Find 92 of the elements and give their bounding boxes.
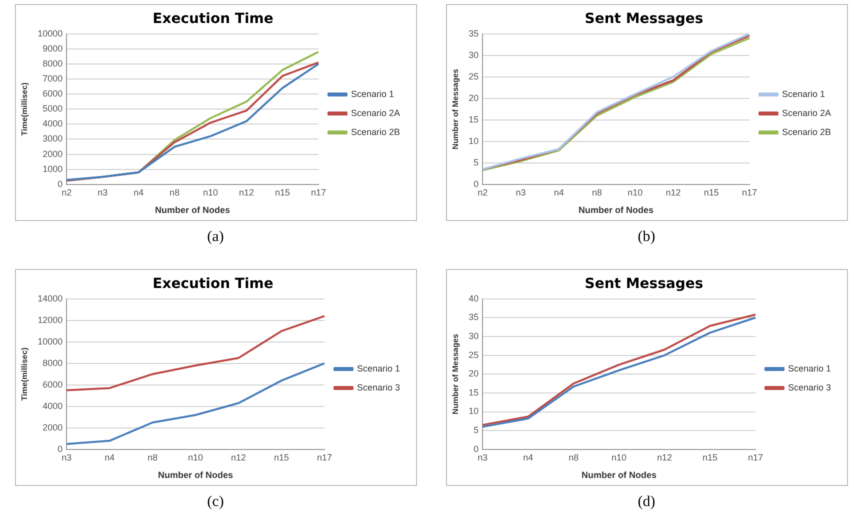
- x-tick-label: n12: [656, 452, 672, 462]
- y-axis-title: Number of Messages: [450, 68, 460, 150]
- legend-label: Scenario 1: [350, 88, 394, 99]
- y-tick-label: 10: [468, 406, 478, 416]
- y-tick-label: 3000: [42, 134, 62, 144]
- text: (c): [207, 494, 224, 511]
- y-tick-label: 0: [473, 444, 478, 454]
- x-tick-label: n3: [97, 187, 108, 198]
- y-tick-label: 35: [468, 312, 478, 322]
- x-tick-label: n4: [133, 187, 144, 198]
- y-tick-label: 10000: [37, 336, 62, 346]
- y-tick-label: 30: [468, 50, 478, 60]
- x-axis-title: Number of Nodes: [581, 470, 656, 480]
- legend-label: Scenario 1: [356, 363, 400, 374]
- y-tick-label: 35: [468, 28, 478, 38]
- x-tick-label: n3: [61, 452, 72, 462]
- y-tick-label: 5: [473, 425, 478, 436]
- y-tick-label: 0: [57, 444, 62, 454]
- y-tick-label: 10000: [37, 28, 62, 38]
- y-tick-label: 25: [468, 350, 478, 360]
- text: (d): [638, 494, 656, 511]
- y-tick-label: 20: [468, 368, 478, 379]
- x-tick-label: n8: [147, 452, 158, 462]
- text: (b): [638, 229, 656, 246]
- chart-title: Execution Time: [152, 276, 273, 292]
- y-tick-label: 0: [57, 178, 62, 189]
- legend-label: Scenario 3: [356, 382, 400, 392]
- text: (a): [207, 229, 224, 246]
- x-tick-label: n10: [202, 187, 218, 198]
- x-tick-label: n4: [104, 452, 114, 462]
- x-tick-label: n15: [703, 187, 718, 198]
- x-tick-label: n3: [515, 187, 526, 198]
- legend-label: Scenario 2B: [781, 126, 830, 137]
- x-tick-label: n4: [553, 187, 564, 198]
- y-tick-label: 15: [468, 114, 478, 124]
- x-tick-label: n15: [274, 187, 290, 198]
- y-tick-label: 2000: [42, 148, 62, 159]
- y-tick-label: 10: [468, 136, 478, 146]
- x-tick-label: n8: [568, 452, 578, 462]
- y-axis-title: Time(millisec): [20, 347, 29, 401]
- x-axis-title: Number of Nodes: [578, 205, 654, 216]
- x-tick-label: n8: [591, 187, 602, 198]
- x-tick-label: n15: [702, 452, 718, 462]
- legend-label: Scenario 2A: [781, 108, 830, 118]
- y-tick-label: 2000: [42, 422, 62, 432]
- x-tick-label: n12: [665, 187, 680, 198]
- y-tick-label: 6000: [42, 88, 62, 99]
- x-tick-label: n3: [477, 452, 488, 462]
- y-tick-label: 8000: [42, 58, 62, 68]
- y-tick-label: 4000: [42, 400, 62, 411]
- y-tick-label: 5: [473, 157, 478, 168]
- x-tick-label: n10: [188, 452, 203, 462]
- y-axis-title: Number of Messages: [450, 333, 460, 414]
- y-tick-label: 6000: [42, 379, 62, 390]
- y-tick-label: 5000: [42, 104, 62, 114]
- x-tick-label: n17: [310, 187, 326, 198]
- y-tick-label: 12000: [37, 314, 62, 325]
- x-tick-label: n10: [611, 452, 626, 462]
- y-tick-label: 9000: [42, 43, 62, 54]
- x-axis-title: Number of Nodes: [154, 205, 230, 216]
- y-tick-label: 8000: [42, 358, 62, 368]
- x-tick-label: n2: [477, 187, 488, 198]
- x-axis-title: Number of Nodes: [158, 470, 233, 480]
- x-tick-label: n17: [316, 452, 332, 462]
- y-tick-label: 4000: [42, 118, 62, 129]
- legend-label: Scenario 2B: [350, 126, 400, 137]
- chart-title: Execution Time: [152, 11, 273, 28]
- x-tick-label: n10: [627, 187, 642, 198]
- legend-label: Scenario 1: [787, 363, 831, 374]
- legend-label: Scenario 2A: [350, 108, 400, 118]
- x-tick-label: n17: [741, 187, 756, 198]
- legend-label: Scenario 1: [781, 88, 824, 99]
- y-tick-label: 25: [468, 71, 478, 82]
- x-tick-label: n15: [273, 452, 289, 462]
- y-tick-label: 30: [468, 330, 478, 341]
- y-tick-label: 0: [473, 178, 478, 189]
- x-tick-label: n12: [230, 452, 246, 462]
- y-tick-label: 14000: [37, 293, 62, 304]
- y-tick-label: 15: [468, 387, 478, 398]
- x-tick-label: n17: [747, 452, 762, 462]
- x-tick-label: n4: [522, 452, 533, 462]
- x-tick-label: n2: [61, 187, 72, 198]
- chart-title: Sent Messages: [584, 11, 703, 28]
- legend-label: Scenario 3: [787, 382, 831, 392]
- x-tick-label: n12: [238, 187, 254, 198]
- y-axis-title: Time(millisec): [20, 82, 29, 136]
- y-tick-label: 1000: [42, 164, 62, 174]
- chart-title: Sent Messages: [584, 276, 703, 292]
- x-tick-label: n8: [169, 187, 180, 198]
- y-tick-label: 40: [468, 293, 478, 304]
- y-tick-label: 7000: [42, 73, 62, 84]
- y-tick-label: 20: [468, 92, 478, 103]
